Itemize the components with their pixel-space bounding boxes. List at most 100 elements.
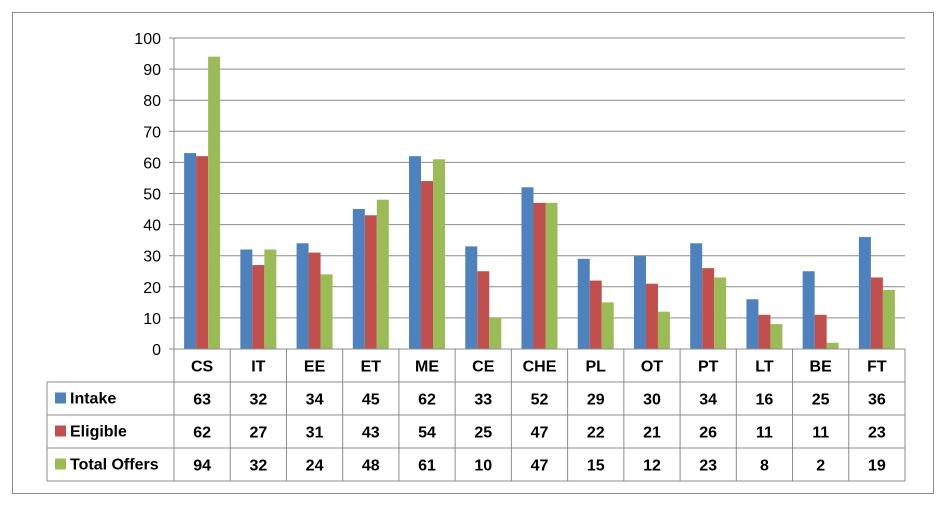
y-tick-label: 30 [143, 249, 161, 266]
bar-total-offers-ft [882, 289, 895, 349]
table-cell-value: 26 [699, 425, 717, 442]
table-cell-value: 15 [587, 458, 605, 475]
table-cell-value: 10 [474, 458, 492, 475]
bar-eligible-cs [196, 156, 209, 349]
bar-intake-ee [296, 243, 309, 349]
table-cell-value: 62 [193, 425, 211, 442]
y-tick-label: 0 [152, 342, 161, 359]
category-label: LT [755, 359, 774, 376]
table-cell-value: 32 [249, 392, 267, 409]
table-cell-value: 24 [306, 458, 324, 475]
bar-total-offers-be [826, 342, 839, 349]
category-label: PT [698, 359, 719, 376]
legend-key-eligible [55, 425, 66, 437]
y-tick-label: 70 [143, 124, 161, 141]
table-cell-value: 16 [756, 392, 774, 409]
table-cell-value: 48 [362, 458, 380, 475]
category-label: BE [810, 359, 833, 376]
category-label: FT [867, 359, 887, 376]
category-label: CS [191, 359, 214, 376]
bar-total-offers-it [264, 249, 277, 349]
category-label: IT [251, 359, 265, 376]
bar-intake-ot [633, 255, 646, 349]
bar-eligible-ft [870, 277, 883, 349]
bar-eligible-et [364, 215, 377, 349]
table-cell-value: 2 [816, 458, 825, 475]
table-cell-value: 45 [362, 392, 380, 409]
table-cell-value: 8 [760, 458, 769, 475]
y-tick-label: 60 [143, 155, 161, 172]
y-tick-label: 80 [143, 93, 161, 110]
y-tick-label: 20 [143, 280, 161, 297]
table-cell-value: 36 [868, 392, 886, 409]
legend-key-intake [55, 392, 66, 404]
y-tick-label: 50 [143, 187, 161, 204]
bar-total-offers-pt [714, 277, 727, 349]
bar-eligible-ot [645, 283, 658, 349]
table-cell-value: 19 [868, 458, 886, 475]
bar-total-offers-che [545, 202, 558, 349]
bar-eligible-be [814, 314, 827, 349]
table-cell-value: 30 [643, 392, 661, 409]
table-cell-value: 54 [418, 425, 436, 442]
table-cell-value: 12 [643, 458, 661, 475]
bar-intake-me [409, 156, 422, 349]
bar-total-offers-ee [320, 274, 333, 349]
bar-intake-ft [858, 237, 871, 349]
bar-eligible-lt [758, 314, 771, 349]
category-label: ET [361, 359, 382, 376]
table-cell-value: 63 [193, 392, 211, 409]
table-cell-value: 94 [193, 458, 211, 475]
bar-total-offers-pl [601, 302, 614, 349]
bar-eligible-ee [308, 252, 321, 349]
table-cell-value: 34 [699, 392, 717, 409]
bar-eligible-ce [477, 271, 490, 349]
legend-label: Total Offers [70, 457, 159, 474]
table-cell-value: 23 [699, 458, 717, 475]
legend-label: Intake [70, 391, 116, 408]
bar-total-offers-cs [208, 56, 221, 349]
table-cell-value: 34 [306, 392, 324, 409]
bar-total-offers-et [376, 199, 389, 349]
bar-eligible-me [421, 181, 434, 349]
y-tick-label: 10 [143, 311, 161, 328]
chart-frame [12, 12, 934, 494]
category-label: OT [641, 359, 663, 376]
bar-intake-et [352, 209, 365, 349]
table-cell-value: 43 [362, 425, 380, 442]
category-label: EE [304, 359, 326, 376]
table-cell-value: 61 [418, 458, 436, 475]
y-tick-label: 100 [134, 31, 161, 48]
bar-eligible-che [533, 202, 546, 349]
bar-intake-che [521, 187, 534, 349]
data-table: CS IT EE ET ME CE CHE PL OT PT LT BE FT Intake 63 32 34 4… [46, 348, 906, 482]
bars [184, 56, 895, 349]
bar-intake-ce [465, 246, 478, 349]
bar-total-offers-lt [770, 324, 783, 349]
bar-intake-it [240, 249, 253, 349]
table-cell-value: 23 [868, 425, 886, 442]
bar-total-offers-ot [657, 311, 670, 349]
bar-intake-pt [690, 243, 703, 349]
bar-intake-pl [577, 258, 590, 349]
table-cell-value: 52 [531, 392, 549, 409]
bar-total-offers-ce [489, 317, 502, 349]
table-cell-value: 31 [306, 425, 324, 442]
table-cell-value: 62 [418, 392, 436, 409]
category-label: CHE [523, 359, 557, 376]
table-cell-value: 25 [474, 425, 492, 442]
table-cell-value: 22 [587, 425, 605, 442]
legend-key-total-offers [55, 458, 66, 470]
gridlines [174, 37, 905, 319]
bar-intake-lt [746, 299, 759, 349]
table-cell-value: 21 [643, 425, 661, 442]
bar-intake-cs [184, 153, 197, 349]
table-cell-value: 25 [812, 392, 830, 409]
legend-label: Eligible [70, 424, 127, 441]
bar-eligible-it [252, 265, 265, 349]
table-cell-value: 33 [474, 392, 492, 409]
table-cell-value: 11 [756, 425, 773, 442]
bar-eligible-pl [589, 280, 602, 349]
category-label: CE [472, 359, 495, 376]
